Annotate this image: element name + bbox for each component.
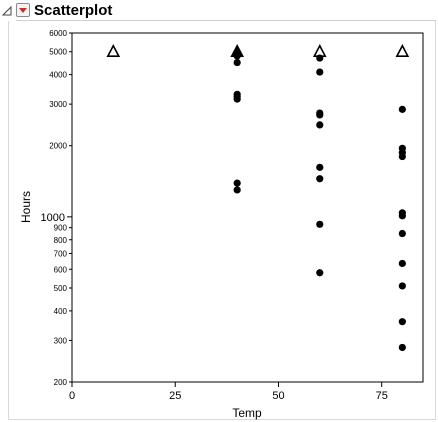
y-tick-label: 200 [54, 378, 68, 387]
y-tick-label: 600 [54, 265, 68, 274]
y-tick-label: 700 [54, 249, 68, 258]
y-tick-label: 500 [54, 284, 68, 293]
censored-point [312, 43, 327, 58]
data-point [316, 109, 324, 117]
y-axis-label: Hours [19, 191, 33, 223]
data-point [398, 209, 406, 217]
y-tick-label: 5000 [49, 48, 67, 57]
data-point [316, 121, 324, 129]
x-tick-label: 75 [376, 390, 388, 402]
data-point [398, 318, 406, 326]
data-point [233, 58, 241, 67]
data-point [316, 269, 324, 277]
y-tick-label: 400 [54, 307, 68, 316]
data-point [398, 282, 406, 290]
data-point [316, 175, 324, 183]
y-tick-label: 2000 [49, 142, 67, 151]
red-dropdown-menu-button[interactable] [16, 3, 30, 17]
red-dropdown-menu-icon [19, 8, 27, 13]
y-tick-label: 3000 [49, 100, 67, 109]
data-point [233, 90, 241, 98]
data-point [398, 259, 406, 268]
data-point [316, 68, 324, 76]
x-tick-label: 25 [169, 390, 181, 402]
plot-frame [71, 32, 424, 383]
data-point [316, 220, 324, 228]
y-tick-label: 4000 [49, 71, 67, 80]
data-point [398, 343, 406, 352]
data-point [398, 105, 406, 113]
collapse-triangle-icon[interactable] [1, 4, 14, 16]
censored-point [395, 43, 410, 58]
y-tick-label: 1000 [41, 212, 65, 224]
data-point [233, 179, 241, 187]
y-tick-label: 900 [54, 224, 68, 233]
data-point [398, 229, 406, 238]
outline-header: Scatterplot [0, 0, 436, 22]
x-axis-label: Temp [232, 406, 262, 420]
x-tick-label: 0 [69, 390, 75, 402]
data-point [233, 186, 241, 194]
data-point [398, 144, 406, 152]
data-point [316, 163, 324, 171]
report-title: Scatterplot [34, 2, 113, 19]
y-tick-label: 300 [54, 336, 68, 345]
report-frame [8, 21, 436, 420]
title-divider [16, 20, 436, 21]
y-tick-label: 800 [54, 236, 68, 245]
data-points [106, 43, 410, 352]
censored-point [106, 43, 121, 58]
x-tick-label: 50 [272, 390, 284, 402]
censored-point-filled [230, 44, 244, 57]
x-axis: 0 25 50 75 [69, 382, 388, 402]
y-tick-label: 6000 [49, 29, 67, 38]
